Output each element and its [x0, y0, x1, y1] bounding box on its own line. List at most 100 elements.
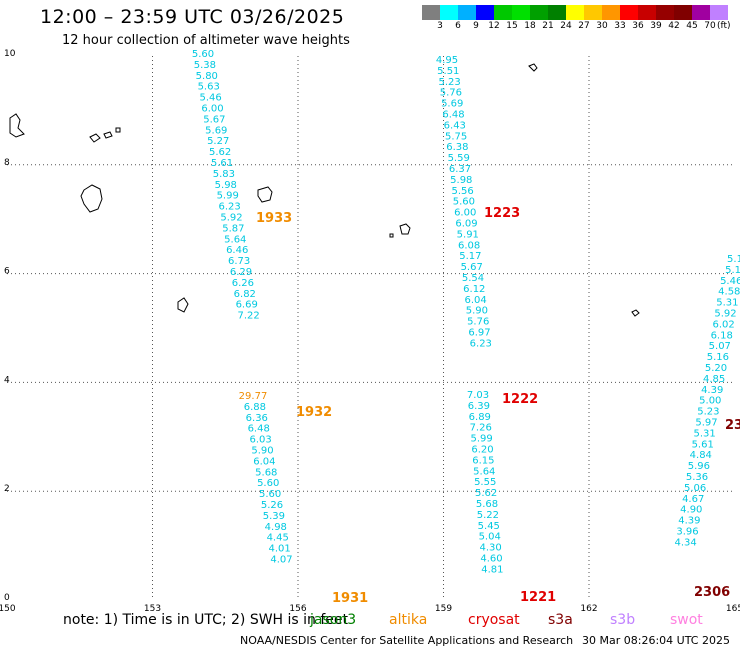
wave-height-value: 4.01 [268, 544, 290, 555]
footnote: note: 1) Time is in UTC; 2) SWH is in fe… [63, 612, 349, 628]
wave-height-value: 6.39 [468, 401, 490, 412]
wave-height-value: 29.77 [239, 391, 268, 402]
colorbar [422, 5, 740, 20]
colorbar-tick-label: 21 [542, 21, 554, 31]
wave-height-value: 5.87 [222, 223, 244, 234]
wave-height-value: 4.81 [481, 564, 503, 575]
wave-height-value: 5.67 [461, 262, 483, 273]
wave-height-value: 5.31 [716, 298, 738, 309]
lon-tick-label: 165 [726, 604, 740, 614]
wave-height-value: 4.30 [479, 543, 501, 554]
wave-height-value: 4.85 [703, 374, 725, 385]
wave-height-value: 5.67 [203, 114, 225, 125]
wave-height-value: 6.73 [228, 256, 250, 267]
wave-height-value: 6.37 [449, 164, 471, 175]
pass-time-label: 1221 [520, 590, 556, 605]
colorbar-swatch [530, 5, 548, 20]
wave-height-value: 4.45 [267, 533, 289, 544]
wave-height-value: 5.96 [688, 461, 710, 472]
lat-tick-label: 6 [4, 267, 10, 277]
lon-tick-label: 159 [435, 604, 452, 614]
colorbar-tick-label: 36 [632, 21, 644, 31]
page-title: 12:00 – 23:59 UTC 03/26/2025 [40, 6, 345, 28]
satellite-legend-item: swot [670, 612, 703, 628]
island-outline [257, 186, 273, 203]
wave-height-value: 6.23 [218, 202, 240, 213]
wave-height-value: 6.69 [236, 300, 258, 311]
wave-height-value: 5.69 [441, 99, 463, 110]
wave-height-value: 7.22 [237, 311, 259, 322]
wave-height-value: 5.68 [476, 499, 498, 510]
island-outline [399, 223, 411, 235]
wave-height-value: 5.92 [220, 213, 242, 224]
wave-height-value: 5.63 [198, 82, 220, 93]
wave-height-value: 6.82 [234, 289, 256, 300]
wave-height-value: 5.55 [474, 477, 496, 488]
colorbar-swatch [692, 5, 710, 20]
wave-height-value: 5.90 [466, 306, 488, 317]
colorbar-unit: (ft) [717, 21, 731, 31]
wave-height-value: 4.07 [270, 555, 292, 566]
colorbar-tick-label: 39 [650, 21, 662, 31]
wave-height-value: 5.23 [697, 407, 719, 418]
lat-tick-label: 10 [4, 49, 16, 59]
satellite-legend-item: jason3 [310, 612, 357, 628]
wave-height-value: 5.46 [720, 276, 740, 287]
wave-height-value: 4.95 [436, 55, 458, 66]
wave-height-value: 6.15 [472, 455, 494, 466]
island-outline [103, 131, 113, 139]
wave-height-value: 5.17 [459, 251, 481, 262]
wave-height-value: 6.18 [711, 330, 733, 341]
wave-height-value: 6.29 [230, 267, 252, 278]
wave-height-value: 5.62 [475, 488, 497, 499]
island-outline [80, 184, 103, 213]
wave-height-value: 4.58 [718, 287, 740, 298]
wave-height-value: 5.06 [684, 483, 706, 494]
colorbar-swatch [638, 5, 656, 20]
map-frame [7, 56, 735, 600]
wave-height-value: 5.38 [194, 60, 216, 71]
wave-height-value: 5.1 [725, 265, 740, 276]
colorbar-tick-label: 70 [704, 21, 716, 31]
wave-height-value: 5.59 [448, 153, 470, 164]
wave-height-value: 6.02 [712, 319, 734, 330]
wave-height-value: 6.88 [244, 402, 266, 413]
wave-height-value: 6.48 [248, 424, 270, 435]
satellite-legend-item: s3a [548, 612, 573, 628]
wave-height-value: 6.00 [454, 208, 476, 219]
credit-text: NOAA/NESDIS Center for Satellite Applica… [240, 634, 574, 647]
wave-height-value: 5.76 [440, 88, 462, 99]
wave-height-value: 4.67 [682, 494, 704, 505]
wave-height-value: 5.98 [215, 180, 237, 191]
colorbar-swatch [620, 5, 638, 20]
wave-height-value: 6.12 [463, 284, 485, 295]
wave-height-value: 6.46 [226, 245, 248, 256]
lat-tick-label: 4 [4, 375, 10, 385]
wave-height-value: 6.36 [246, 413, 268, 424]
colorbar-tick-label: 18 [524, 21, 536, 31]
wave-height-value: 5.36 [686, 472, 708, 483]
lon-tick-label: 162 [580, 604, 597, 614]
island-outline [89, 133, 101, 143]
wave-height-value: 5.90 [251, 446, 273, 457]
wave-height-value: 5.98 [450, 175, 472, 186]
wave-height-value: 6.04 [464, 295, 486, 306]
wave-height-value: 5.1 [727, 254, 740, 265]
wave-height-value: 4.98 [265, 522, 287, 533]
pass-time-label: 1932 [296, 405, 332, 420]
colorbar-tick-label: 45 [686, 21, 698, 31]
wave-height-value: 4.34 [674, 537, 696, 548]
wave-height-value: 6.04 [253, 456, 275, 467]
colorbar-tick-label: 9 [473, 21, 479, 31]
wave-height-value: 7.26 [470, 423, 492, 434]
wave-height-value: 6.03 [249, 435, 271, 446]
wave-height-value: 6.20 [471, 445, 493, 456]
pass-time-label: 23 [725, 418, 740, 433]
wave-height-value: 5.60 [257, 478, 279, 489]
satellite-legend-item: cryosat [468, 612, 520, 628]
wave-height-value: 5.45 [478, 521, 500, 532]
colorbar-tick-label: 6 [455, 21, 461, 31]
colorbar-swatch [476, 5, 494, 20]
colorbar-swatch [656, 5, 674, 20]
